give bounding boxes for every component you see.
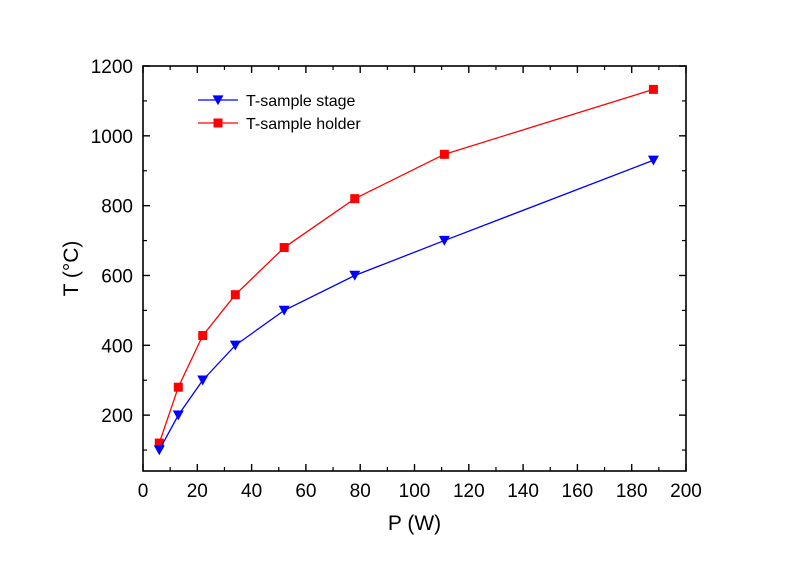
legend: T-sample stage T-sample holder (198, 93, 361, 133)
data-point-stage (647, 155, 659, 166)
series-line-holder (158, 88, 654, 444)
legend-label-stage: T-sample stage (246, 93, 355, 110)
x-tick-label: 40 (241, 481, 262, 502)
data-point-holder (279, 243, 289, 253)
x-axis-title: P (W) (388, 512, 441, 535)
data-point-holder (198, 331, 208, 341)
y-axis-title: T (°C) (60, 241, 83, 297)
x-tick-label: 120 (453, 481, 485, 502)
x-tick-label: 160 (562, 481, 594, 502)
legend-label-holder: T-sample holder (246, 116, 361, 133)
y-tick-label: 1200 (91, 57, 133, 78)
data-point-stage (229, 340, 241, 351)
data-point-holder (173, 382, 183, 392)
data-point-holder (439, 149, 449, 159)
data-point-stage (438, 235, 450, 246)
data-point-stage (197, 375, 209, 386)
data-point-stage (172, 410, 184, 421)
ticks-layer: 0 20 40 60 80 100 120 140 160 180 200 200 400 600 800 1… (91, 57, 702, 502)
y-tick-label: 1000 (91, 127, 133, 148)
y-tick-label: 600 (101, 266, 133, 287)
plot-frame (142, 65, 687, 472)
legend-marker-holder (213, 118, 223, 128)
data-point-stage (278, 305, 290, 316)
data-point-holder (648, 84, 658, 94)
data-point-holder (154, 438, 164, 448)
legend-marker-stage (212, 95, 224, 106)
series-line-stage (158, 159, 654, 451)
x-tick-label: 60 (295, 481, 316, 502)
y-tick-label: 200 (101, 406, 133, 427)
x-tick-label: 100 (399, 481, 431, 502)
data-point-stage (153, 445, 165, 456)
x-tick-label: 140 (507, 481, 539, 502)
plot-layer (153, 84, 659, 456)
x-tick-label: 180 (616, 481, 648, 502)
x-tick-label: 200 (670, 481, 702, 502)
x-tick-label: 20 (187, 481, 208, 502)
y-tick-label: 800 (101, 197, 133, 218)
x-tick-label: 0 (138, 481, 149, 502)
data-point-holder (230, 290, 240, 300)
y-tick-label: 400 (101, 336, 133, 357)
data-point-holder (350, 194, 360, 204)
data-point-stage (349, 270, 361, 281)
x-tick-label: 80 (350, 481, 371, 502)
